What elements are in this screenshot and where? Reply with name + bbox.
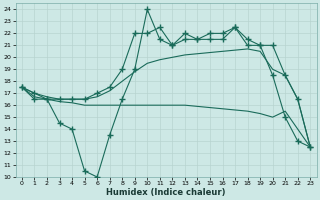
X-axis label: Humidex (Indice chaleur): Humidex (Indice chaleur): [106, 188, 226, 197]
